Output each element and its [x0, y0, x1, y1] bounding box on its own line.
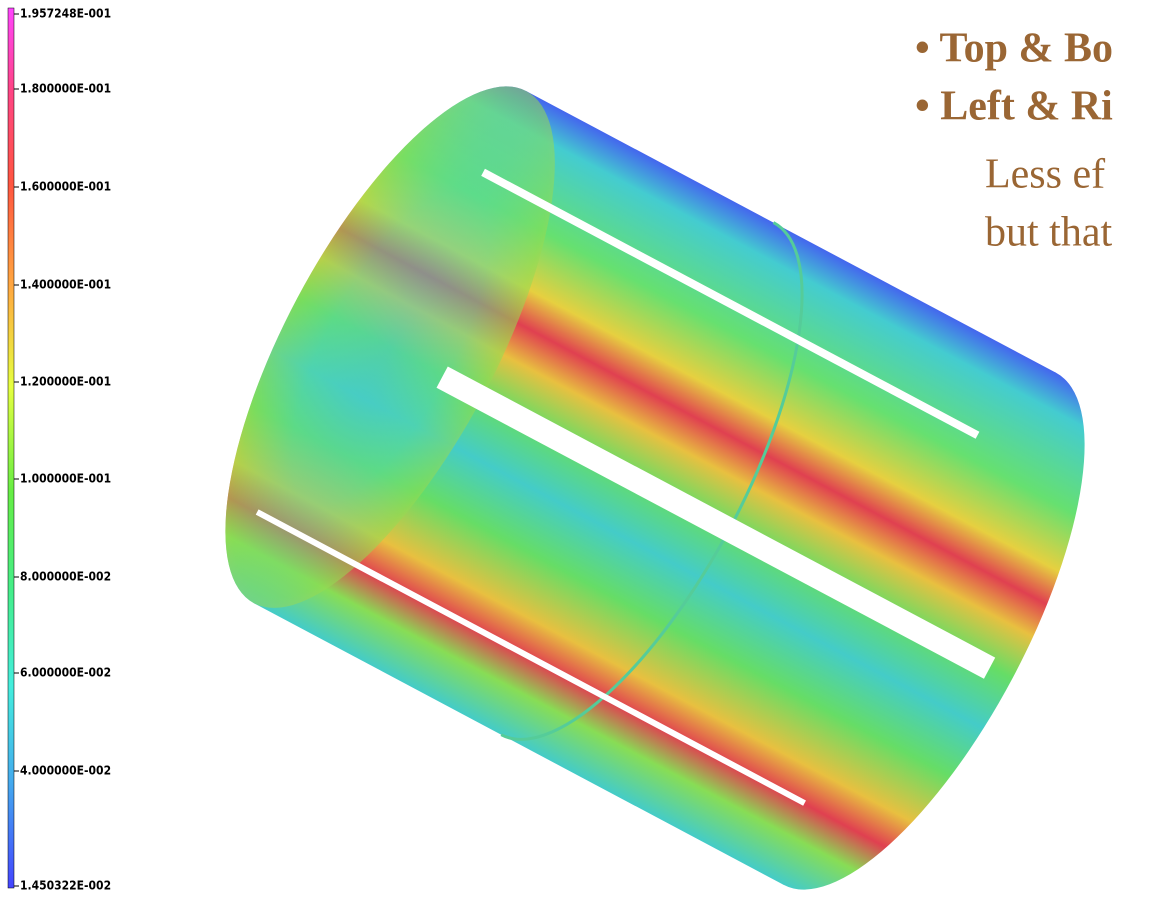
- legend-label: 1.600000E-001: [20, 180, 111, 194]
- slide-text: Less ef: [985, 152, 1105, 198]
- legend-label: 1.200000E-001: [20, 375, 111, 389]
- color-bar: [8, 8, 14, 888]
- slide-text: • Top & Bo: [915, 26, 1113, 72]
- legend-label: 6.000000E-002: [20, 666, 111, 680]
- legend-label: 4.000000E-002: [20, 764, 111, 778]
- legend-label: 1.450322E-002: [20, 879, 111, 893]
- legend-label: 1.957248E-001: [20, 7, 111, 21]
- slide-text: but that: [985, 210, 1112, 256]
- contour-plot: 1.957248E-001 1.800000E-001 1.600000E-001 1…: [0, 0, 1171, 900]
- legend-label: 1.000000E-001: [20, 472, 111, 486]
- legend-label: 8.000000E-002: [20, 570, 111, 584]
- legend-label: 1.400000E-001: [20, 278, 111, 292]
- legend-label: 1.800000E-001: [20, 82, 111, 96]
- slide-text: • Left & Ri: [915, 84, 1113, 130]
- page: 1.957248E-001 1.800000E-001 1.600000E-001 1…: [0, 0, 1171, 900]
